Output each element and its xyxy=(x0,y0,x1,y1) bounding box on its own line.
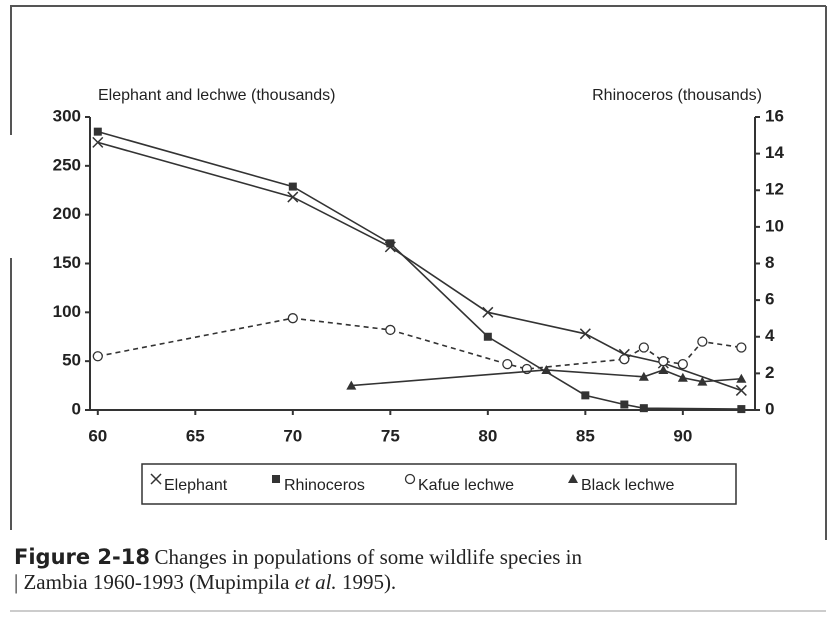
y-axis-label: Elephant and lechwe (thousands) xyxy=(98,87,336,104)
caption-label: Figure 2-18 xyxy=(14,545,150,569)
caption-italic: et al. xyxy=(294,570,337,594)
marker xyxy=(483,332,492,341)
marker xyxy=(620,400,629,409)
marker xyxy=(736,373,747,383)
legend-label: Elephant xyxy=(164,477,228,494)
marker xyxy=(346,380,357,390)
x-tick-label: 80 xyxy=(478,426,497,445)
y2-tick-label: 10 xyxy=(765,216,784,235)
x-tick-label: 90 xyxy=(673,426,692,445)
marker xyxy=(677,358,688,370)
x-tick-label: 65 xyxy=(186,426,205,445)
marker xyxy=(272,475,280,483)
y2-tick-label: 8 xyxy=(765,253,774,272)
y2-tick-label: 4 xyxy=(765,326,775,345)
y2-axis-label: Rhinoceros (thousands) xyxy=(592,87,762,104)
legend-label: Black lechwe xyxy=(581,477,674,494)
marker xyxy=(638,342,649,353)
caption-text: 1995). xyxy=(336,570,397,594)
marker xyxy=(697,336,708,347)
marker xyxy=(581,391,590,400)
marker xyxy=(639,404,648,413)
marker xyxy=(482,306,494,318)
caption-text: Zambia 1960-1993 (Mupimpila xyxy=(23,570,295,594)
marker xyxy=(638,371,649,381)
y2-tick-label: 6 xyxy=(765,290,774,309)
caption-text: Changes in populations of some wildlife … xyxy=(154,545,582,569)
y-tick-label: 200 xyxy=(53,204,81,223)
legend-label: Kafue lechwe xyxy=(418,477,514,494)
series-line xyxy=(97,130,742,410)
y2-tick-label: 2 xyxy=(765,363,774,382)
marker xyxy=(737,405,746,414)
y2-tick-label: 12 xyxy=(765,180,784,199)
marker xyxy=(92,351,103,362)
caption: Figure 2-18 Changes in populations of so… xyxy=(14,545,824,595)
legend-box xyxy=(141,463,737,505)
marker xyxy=(579,328,591,340)
marker xyxy=(502,358,513,370)
y-tick-label: 50 xyxy=(62,351,81,370)
marker xyxy=(736,342,747,353)
marker xyxy=(697,376,708,386)
marker xyxy=(568,474,578,483)
marker xyxy=(92,136,104,148)
marker xyxy=(658,364,669,374)
x-tick-label: 60 xyxy=(88,426,107,445)
y-tick-label: 250 xyxy=(53,155,81,174)
marker xyxy=(735,384,747,396)
series-line xyxy=(97,317,742,370)
y-tick-label: 0 xyxy=(72,399,81,418)
x-tick-label: 85 xyxy=(576,426,595,445)
y-tick-label: 100 xyxy=(53,302,81,321)
marker xyxy=(541,364,552,374)
marker xyxy=(287,191,299,203)
marker xyxy=(93,127,102,136)
marker xyxy=(288,182,297,191)
x-tick-label: 70 xyxy=(283,426,302,445)
y2-tick-label: 16 xyxy=(765,106,784,125)
marker xyxy=(619,354,630,365)
marker xyxy=(658,356,669,367)
marker xyxy=(404,473,416,485)
legend-label: Rhinoceros xyxy=(284,477,365,494)
marker xyxy=(287,313,298,324)
x-tick-label: 75 xyxy=(381,426,400,445)
y2-tick-label: 0 xyxy=(765,399,774,418)
series-line xyxy=(97,141,742,392)
y-tick-label: 150 xyxy=(53,253,81,272)
marker xyxy=(677,372,688,382)
marker xyxy=(150,473,162,485)
marker xyxy=(385,324,396,336)
marker xyxy=(386,239,395,248)
y2-tick-label: 14 xyxy=(765,143,784,162)
caption-text: | xyxy=(14,570,24,594)
y-tick-label: 300 xyxy=(53,106,81,125)
